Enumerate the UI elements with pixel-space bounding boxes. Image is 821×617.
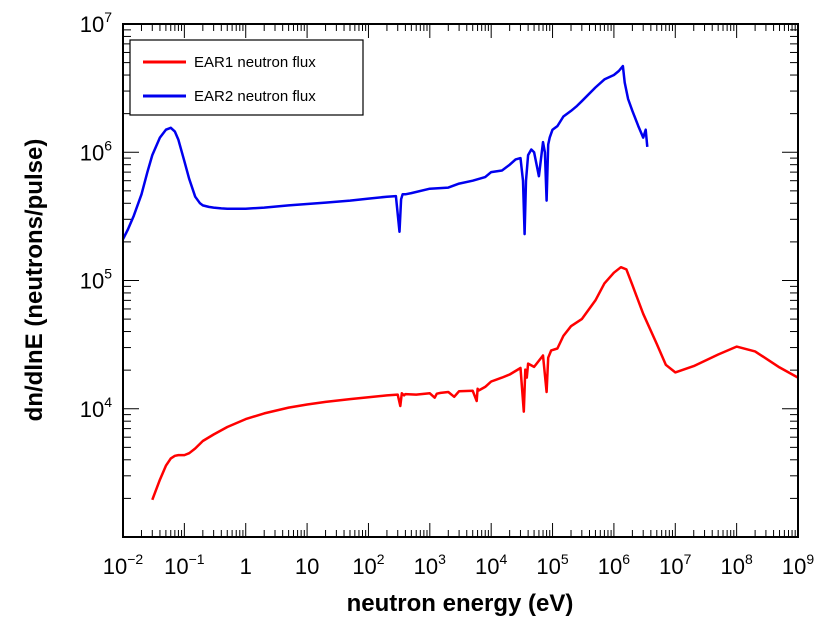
x-tick-label: 105: [536, 551, 568, 579]
y-tick-labels: 104 105 106 107: [80, 9, 112, 422]
legend-label-ear1: EAR1 neutron flux: [194, 54, 316, 71]
y-tick-label: 104: [80, 394, 112, 422]
legend-box: [129, 39, 364, 116]
x-tick-label: 104: [475, 551, 507, 579]
axis-ticks: [122, 23, 799, 538]
x-tick-labels: 10−2 10−1 1 10 102 103 104 105 106 107 108 109: [103, 551, 815, 579]
x-tick-label: 1: [240, 554, 252, 579]
legend: EAR1 neutron flux EAR2 neutron flux: [129, 39, 364, 116]
x-tick-label: 103: [414, 551, 446, 579]
series-line-ear2: [121, 64, 649, 240]
y-tick-label: 105: [80, 266, 112, 294]
x-tick-label: 107: [659, 551, 691, 579]
x-axis-title: neutron energy (eV): [347, 590, 574, 617]
x-tick-label: 10−1: [164, 551, 205, 579]
x-tick-label: 109: [782, 551, 814, 579]
x-tick-label: 10: [295, 554, 319, 579]
x-tick-label: 108: [720, 551, 752, 579]
x-tick-label: 102: [352, 551, 384, 579]
series-lines: [121, 64, 799, 501]
legend-label-ear2: EAR2 neutron flux: [194, 88, 316, 105]
x-tick-label: 106: [598, 551, 630, 579]
x-tick-label: 10−2: [103, 551, 144, 579]
series-line-ear1: [151, 265, 799, 501]
y-tick-label: 107: [80, 9, 112, 37]
y-axis-title: dn/dlnE (neutrons/pulse): [21, 139, 48, 422]
y-tick-label: 106: [80, 137, 112, 165]
plot-frame: [122, 23, 799, 538]
